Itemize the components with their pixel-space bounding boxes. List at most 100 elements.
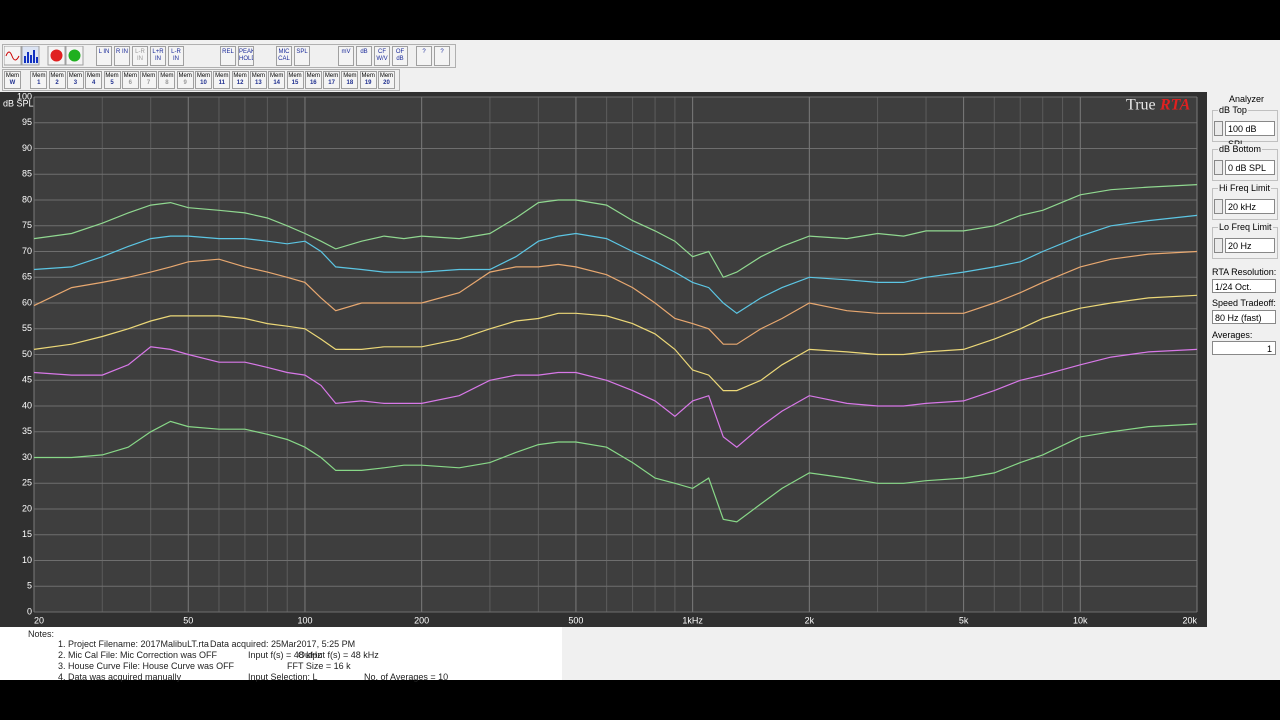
memory-button[interactable]: Mem 8 xyxy=(158,71,176,89)
y-tick-label: 30 xyxy=(22,452,32,462)
note-text: 3. House Curve File: House Curve was OFF xyxy=(58,661,235,671)
tool-button[interactable]: mV xyxy=(338,46,354,66)
speed-combo[interactable]: 80 Hz (fast) xyxy=(1212,310,1276,324)
x-tick-label: 200 xyxy=(414,615,429,625)
memory-button[interactable]: Mem 4 xyxy=(85,71,103,89)
y-tick-label: 55 xyxy=(22,323,32,333)
spinner[interactable] xyxy=(1214,160,1223,175)
memory-prefix: Mem xyxy=(160,73,174,79)
tool-button[interactable]: SPL xyxy=(294,46,310,66)
y-tick-label: 90 xyxy=(22,143,32,153)
tool-button[interactable]: CF W/V xyxy=(374,46,390,66)
y-tick-label: 80 xyxy=(22,194,32,204)
memory-button[interactable]: Mem 7 xyxy=(140,71,158,89)
memory-button[interactable]: Mem 3 xyxy=(66,71,84,89)
tool-button[interactable]: L+R IN xyxy=(150,46,166,66)
memory-prefix: Mem xyxy=(379,73,394,79)
y-tick-label: 20 xyxy=(22,503,32,513)
y-tick-label: 25 xyxy=(22,478,32,488)
y-tick-label: 10 xyxy=(22,555,32,565)
memory-button[interactable]: Mem 13 xyxy=(249,71,267,89)
icon-sine[interactable] xyxy=(4,46,22,66)
memory-button[interactable]: Mem 12 xyxy=(231,71,249,89)
memory-button[interactable]: Mem 19 xyxy=(359,71,377,89)
memory-number: 20 xyxy=(383,80,390,86)
tool-button[interactable]: R IN xyxy=(114,46,130,66)
y-axis-label: dB SPL xyxy=(3,98,34,108)
memory-button[interactable]: Mem 10 xyxy=(195,71,212,89)
y-tick-label: 35 xyxy=(22,426,32,436)
tool-button[interactable]: L-R IN xyxy=(132,46,148,66)
spectrum-line xyxy=(34,420,1198,523)
averages-box[interactable]: 1 xyxy=(1212,341,1276,355)
memory-prefix: Mem xyxy=(215,73,229,79)
memory-prefix: Mem xyxy=(288,73,302,79)
memory-prefix: Mem xyxy=(270,73,284,79)
memory-button[interactable]: Mem 11 xyxy=(213,71,231,89)
memory-button[interactable]: Mem 14 xyxy=(268,71,286,89)
memory-number: 15 xyxy=(291,80,299,86)
memory-button[interactable]: Mem W xyxy=(4,71,21,89)
note-text: 2. Mic Cal File: Mic Correction was OFF xyxy=(58,650,218,660)
note-text: FFT Size = 16 k xyxy=(287,661,351,671)
field-value[interactable]: 100 dB SPL xyxy=(1225,121,1275,149)
x-tick-label: 2k xyxy=(805,615,815,625)
rta-label: RTA Resolution: xyxy=(1212,267,1277,277)
field-value[interactable]: 20 Hz xyxy=(1225,238,1275,253)
memory-button[interactable]: Mem 9 xyxy=(176,71,194,89)
tool-button[interactable]: dB xyxy=(356,46,372,66)
rta-combo[interactable]: 1/24 Oct. xyxy=(1212,279,1276,293)
tool-button[interactable]: L-R IN xyxy=(168,46,184,66)
spectrum-line xyxy=(33,294,1198,392)
y-tick-label: 50 xyxy=(22,349,32,359)
field-label: dB Bottom xyxy=(1218,144,1263,154)
memory-button[interactable]: Mem 2 xyxy=(48,71,66,89)
memory-button[interactable]: Mem 16 xyxy=(304,71,322,89)
tool-button[interactable]: MIC CAL xyxy=(276,46,292,66)
memory-number: 6 xyxy=(128,80,132,86)
spinner[interactable] xyxy=(1214,121,1223,136)
y-tick-label: 40 xyxy=(22,400,32,410)
field-value[interactable]: 0 dB SPL xyxy=(1225,160,1275,175)
notes-panel xyxy=(0,627,562,680)
tool-button[interactable]: L IN xyxy=(96,46,112,66)
toolbar-icons xyxy=(4,46,84,66)
x-tick-label: 500 xyxy=(568,615,583,625)
field-value[interactable]: 20 kHz xyxy=(1225,199,1275,214)
memory-number: 1 xyxy=(37,80,41,86)
tool-button[interactable]: REL xyxy=(220,46,236,66)
memory-prefix: Mem xyxy=(87,73,101,79)
memory-button[interactable]: Mem 18 xyxy=(341,71,359,89)
spectrum-line xyxy=(33,346,1198,448)
spinner[interactable] xyxy=(1214,199,1223,214)
memory-number: 4 xyxy=(92,80,96,86)
memory-button[interactable]: Mem 15 xyxy=(286,71,304,89)
memory-button[interactable]: Mem 1 xyxy=(30,71,48,89)
watermark-true: True xyxy=(1126,97,1156,114)
spectrum-line xyxy=(33,250,1198,345)
memory-button[interactable]: Mem 20 xyxy=(378,71,395,89)
memory-number: 7 xyxy=(146,80,151,86)
rta-chart: dB SPL True RTA 0 5 10 15 20 25 30 35 40 45 50 55 60… xyxy=(0,92,1207,627)
memory-button[interactable]: Mem 5 xyxy=(103,71,121,89)
analyzer-panel: Analyzer dB Top 100 dB SPLdB Bottom 0 dB S… xyxy=(1207,92,1280,627)
memory-button[interactable]: Mem 6 xyxy=(121,71,139,89)
memory-button[interactable]: Mem 17 xyxy=(323,71,341,89)
note-text: Data acquired: 25Mar2017, 5:25 PM xyxy=(210,639,356,649)
x-tick-label: 20 xyxy=(34,615,44,625)
note-text: Input f(s) = 48 kHz xyxy=(248,650,322,660)
memory-prefix: Mem xyxy=(5,73,20,79)
memory-prefix: Mem xyxy=(105,73,119,79)
notes-area: Notes: 1. Project Filename: 2017MalibuLT… xyxy=(0,627,1280,682)
notes-title: Notes: xyxy=(28,629,55,639)
tool-button[interactable]: ? xyxy=(434,46,450,66)
tool-button[interactable]: OF dB xyxy=(392,46,408,66)
note-text: Input Selection: L xyxy=(248,672,318,682)
memory-prefix: Mem xyxy=(141,73,156,79)
icon-sine-wave xyxy=(5,51,20,61)
memory-number: 5 xyxy=(110,80,114,86)
tool-button[interactable]: ? xyxy=(416,46,432,66)
tool-button[interactable]: PEAK HOLD xyxy=(238,46,254,66)
spinner[interactable] xyxy=(1214,238,1223,253)
